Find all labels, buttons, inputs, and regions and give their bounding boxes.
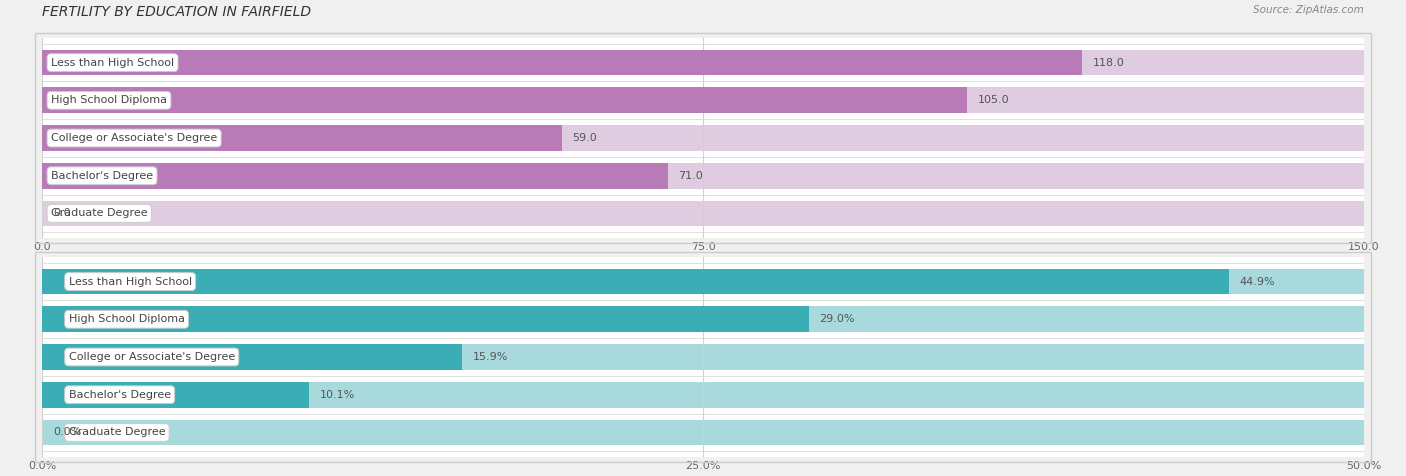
Bar [42, 420, 1364, 445]
Text: FERTILITY BY EDUCATION IN FAIRFIELD: FERTILITY BY EDUCATION IN FAIRFIELD [42, 5, 311, 19]
Bar [42, 307, 808, 332]
Text: Less than High School: Less than High School [69, 277, 191, 287]
Text: 0.0: 0.0 [53, 208, 70, 218]
Text: 59.0: 59.0 [572, 133, 598, 143]
Bar [42, 382, 1364, 407]
Text: 0.0%: 0.0% [53, 427, 82, 437]
Bar [42, 88, 967, 113]
Bar [42, 88, 1364, 113]
Text: Bachelor's Degree: Bachelor's Degree [51, 171, 153, 181]
Bar [42, 125, 562, 151]
Bar [42, 163, 1364, 188]
Text: Bachelor's Degree: Bachelor's Degree [69, 390, 170, 400]
Text: Source: ZipAtlas.com: Source: ZipAtlas.com [1253, 5, 1364, 15]
Text: 44.9%: 44.9% [1240, 277, 1275, 287]
Bar [42, 125, 1364, 151]
Text: 10.1%: 10.1% [319, 390, 354, 400]
Text: 29.0%: 29.0% [820, 314, 855, 324]
Bar [42, 307, 1364, 332]
Text: College or Associate's Degree: College or Associate's Degree [51, 133, 218, 143]
Text: High School Diploma: High School Diploma [51, 95, 167, 105]
Bar [42, 269, 1364, 294]
Text: 105.0: 105.0 [979, 95, 1010, 105]
Text: Less than High School: Less than High School [51, 58, 174, 68]
Bar [42, 163, 668, 188]
Text: Graduate Degree: Graduate Degree [69, 427, 166, 437]
Bar [42, 201, 1364, 226]
Bar [42, 50, 1364, 75]
Text: College or Associate's Degree: College or Associate's Degree [69, 352, 235, 362]
Text: Graduate Degree: Graduate Degree [51, 208, 148, 218]
Bar [42, 344, 463, 370]
Text: 71.0: 71.0 [678, 171, 703, 181]
Bar [42, 382, 309, 407]
Text: 15.9%: 15.9% [472, 352, 509, 362]
Text: 118.0: 118.0 [1092, 58, 1125, 68]
Bar [42, 269, 1229, 294]
Bar [42, 344, 1364, 370]
Text: High School Diploma: High School Diploma [69, 314, 184, 324]
Bar [42, 50, 1081, 75]
